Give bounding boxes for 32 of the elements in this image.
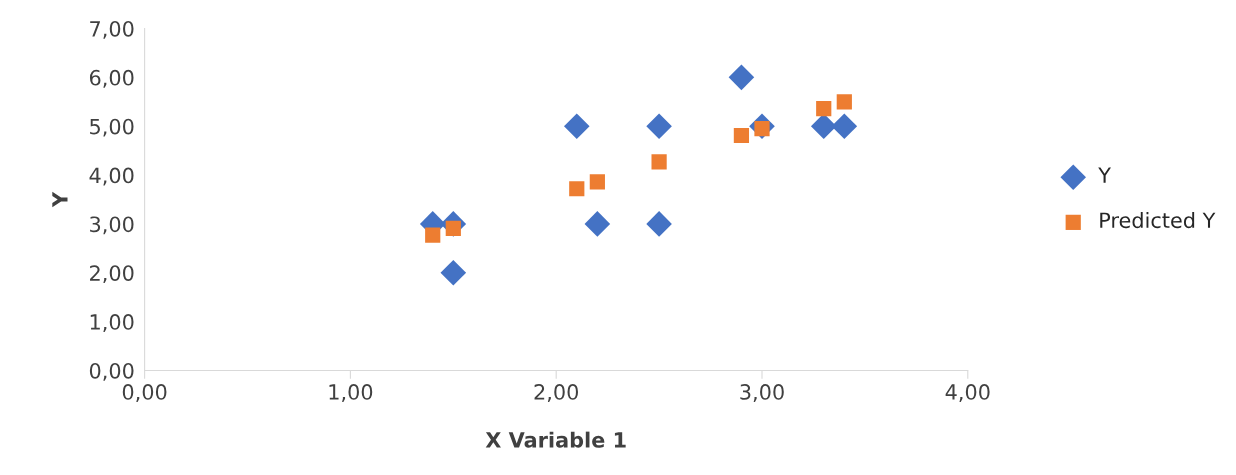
y-tick-label: 3,00 xyxy=(90,216,134,235)
point xyxy=(646,113,672,140)
point xyxy=(569,181,585,197)
y-tick-label: 2,00 xyxy=(90,265,134,284)
x-tick-label: 2,00 xyxy=(534,384,579,402)
y-tick-label: 7,00 xyxy=(90,20,134,39)
x-axis-title: X Variable 1 xyxy=(485,431,626,448)
point xyxy=(563,113,590,140)
point xyxy=(651,154,667,170)
point xyxy=(589,174,605,190)
x-tick-label: 0,00 xyxy=(122,384,167,402)
point xyxy=(425,227,441,243)
legend-label: Predicted Y xyxy=(1100,212,1216,229)
point xyxy=(646,211,672,237)
y-tick-label: 6,00 xyxy=(89,69,134,88)
point xyxy=(816,101,832,117)
point xyxy=(831,113,858,140)
x-tick-label: 3,00 xyxy=(740,384,784,402)
x-tick-label: 4,00 xyxy=(945,384,990,402)
point xyxy=(728,64,755,91)
point xyxy=(440,259,467,286)
y-tick-label: 4,00 xyxy=(89,167,134,186)
legend-label: Y xyxy=(1098,167,1111,183)
y-tick-label: 1,00 xyxy=(90,314,134,332)
y-tick-label: 0,00 xyxy=(89,362,134,381)
point xyxy=(733,127,750,144)
point xyxy=(810,113,837,140)
y-tick-label: 5,00 xyxy=(90,118,134,137)
x-tick-label: 1,00 xyxy=(329,384,373,402)
point xyxy=(836,94,852,110)
point xyxy=(584,211,611,237)
y-axis-title: Y xyxy=(52,191,68,208)
